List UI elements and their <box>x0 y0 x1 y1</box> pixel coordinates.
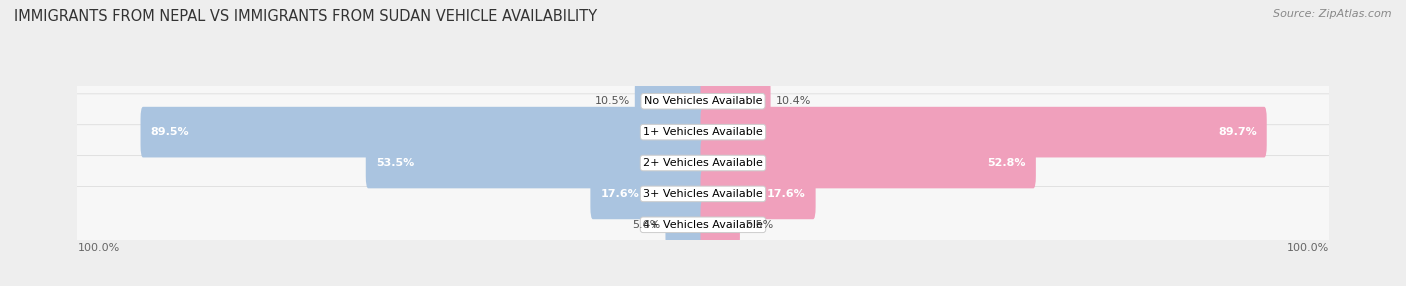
Text: 10.5%: 10.5% <box>595 96 630 106</box>
Text: 52.8%: 52.8% <box>987 158 1026 168</box>
Text: 2+ Vehicles Available: 2+ Vehicles Available <box>643 158 763 168</box>
FancyBboxPatch shape <box>700 168 815 219</box>
FancyBboxPatch shape <box>591 168 706 219</box>
Text: 17.6%: 17.6% <box>766 189 806 199</box>
FancyBboxPatch shape <box>72 63 1334 140</box>
FancyBboxPatch shape <box>665 199 706 250</box>
FancyBboxPatch shape <box>634 76 706 127</box>
Text: 17.6%: 17.6% <box>600 189 640 199</box>
Text: Source: ZipAtlas.com: Source: ZipAtlas.com <box>1274 9 1392 19</box>
FancyBboxPatch shape <box>700 138 1036 188</box>
FancyBboxPatch shape <box>72 156 1334 232</box>
FancyBboxPatch shape <box>72 94 1334 170</box>
FancyBboxPatch shape <box>700 107 1267 158</box>
Text: No Vehicles Available: No Vehicles Available <box>644 96 762 106</box>
Text: 5.6%: 5.6% <box>633 220 661 230</box>
Text: 5.5%: 5.5% <box>745 220 773 230</box>
Text: 100.0%: 100.0% <box>77 243 120 253</box>
Text: 53.5%: 53.5% <box>375 158 413 168</box>
Text: 10.4%: 10.4% <box>776 96 811 106</box>
Text: 89.5%: 89.5% <box>150 127 190 137</box>
Text: IMMIGRANTS FROM NEPAL VS IMMIGRANTS FROM SUDAN VEHICLE AVAILABILITY: IMMIGRANTS FROM NEPAL VS IMMIGRANTS FROM… <box>14 9 598 23</box>
FancyBboxPatch shape <box>366 138 706 188</box>
Text: 89.7%: 89.7% <box>1218 127 1257 137</box>
FancyBboxPatch shape <box>700 76 770 127</box>
FancyBboxPatch shape <box>700 199 740 250</box>
FancyBboxPatch shape <box>72 186 1334 263</box>
Text: 100.0%: 100.0% <box>1286 243 1329 253</box>
FancyBboxPatch shape <box>72 125 1334 201</box>
Text: 1+ Vehicles Available: 1+ Vehicles Available <box>643 127 763 137</box>
Text: 3+ Vehicles Available: 3+ Vehicles Available <box>643 189 763 199</box>
Text: 4+ Vehicles Available: 4+ Vehicles Available <box>643 220 763 230</box>
FancyBboxPatch shape <box>141 107 706 158</box>
